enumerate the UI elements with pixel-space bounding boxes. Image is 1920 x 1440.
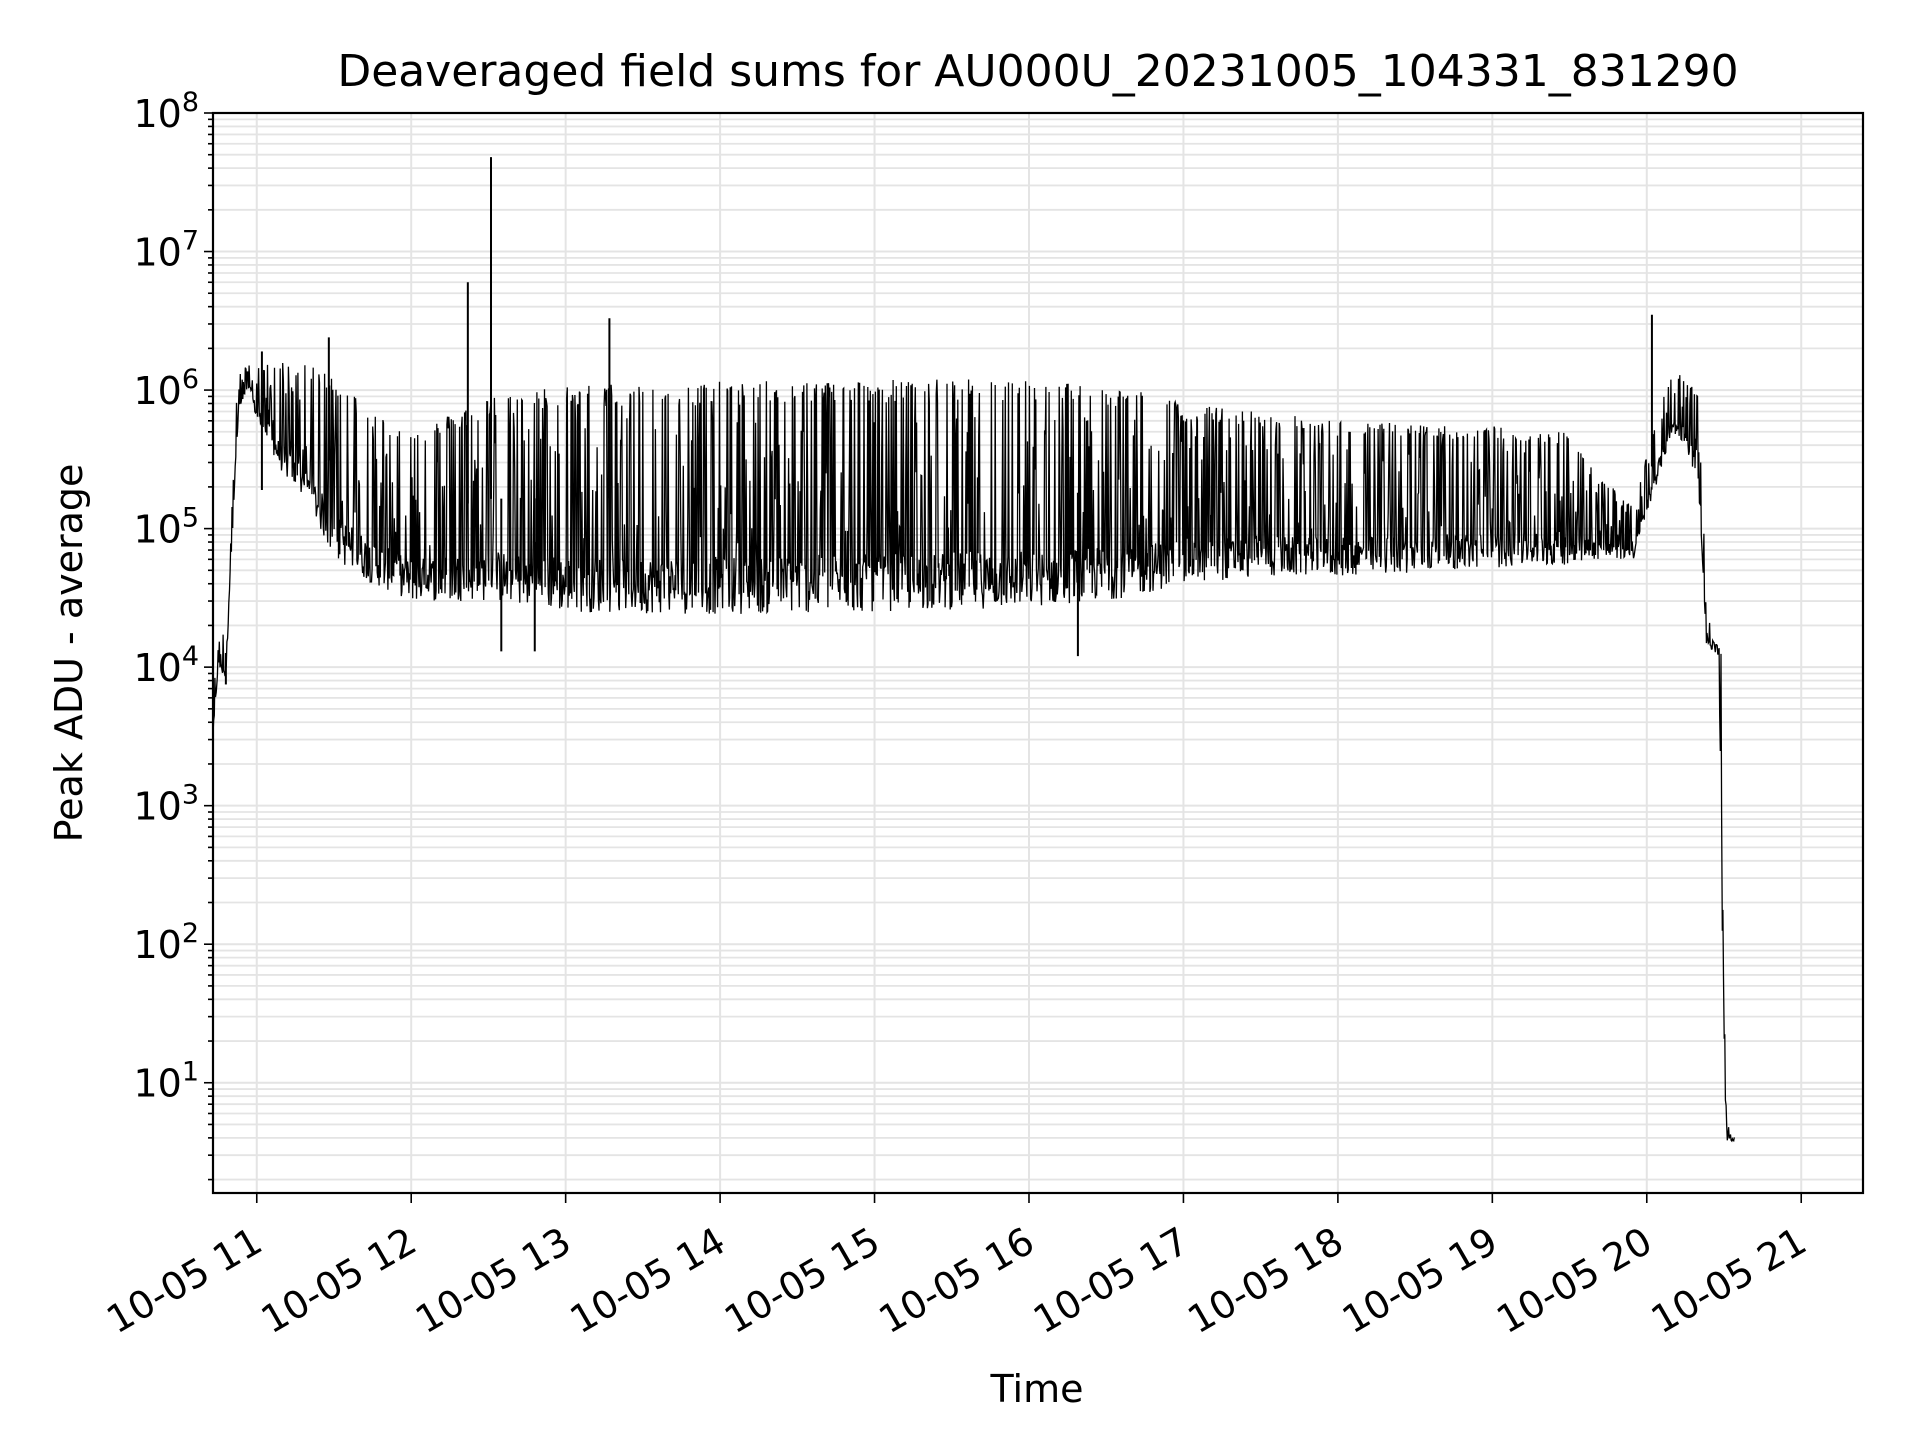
series-line: [212, 157, 1735, 1143]
plot-frame: [211, 111, 1865, 1195]
y-tick-label: 105: [133, 503, 199, 552]
x-axis-label: Time: [990, 1367, 1084, 1411]
y-axis: 101 102 103 104 105 106 107 108: [133, 87, 213, 1181]
y-tick-label: 103: [133, 780, 199, 829]
y-tick-label: 107: [133, 226, 199, 275]
y-tick-label: 101: [133, 1057, 199, 1106]
y-axis-label: Peak ADU - average: [47, 464, 91, 843]
y-tick-label: 108: [133, 87, 199, 136]
y-tick-label: 106: [133, 364, 199, 413]
series-trace: [212, 362, 1735, 1143]
y-tick-label: 104: [133, 641, 199, 690]
y-tick-label: 102: [133, 918, 199, 967]
chart-title: Deaveraged field sums for AU000U_2023100…: [337, 46, 1738, 97]
